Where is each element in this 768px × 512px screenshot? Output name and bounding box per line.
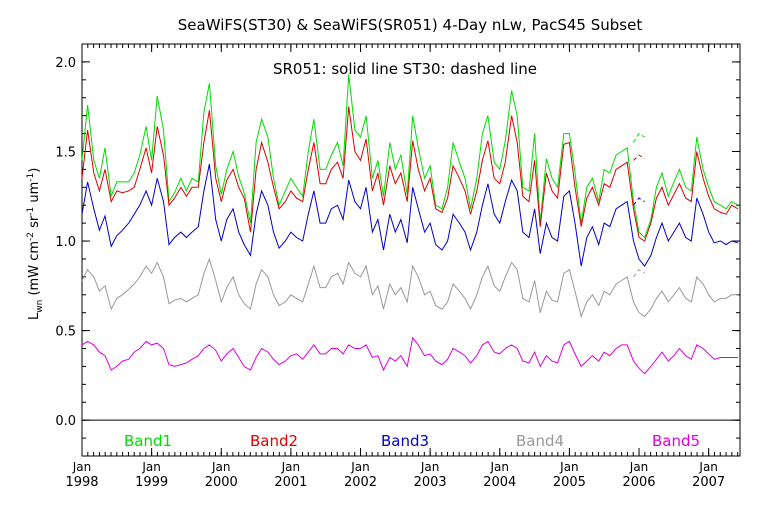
x-tick-month: Jan xyxy=(559,460,579,474)
x-tick-month: Jan xyxy=(490,460,510,474)
x-tick-month: Jan xyxy=(420,460,440,474)
x-tick-year: 2004 xyxy=(483,475,516,490)
chart-title: SeaWiFS(ST30) & SeaWiFS(SR051) 4-Day nLw… xyxy=(178,16,643,34)
x-tick-month: Jan xyxy=(211,460,231,474)
y-axis-label: Lwn (mW cm-2 sr-1 um-1) xyxy=(26,168,45,320)
series-line-band2 xyxy=(81,106,739,242)
legend-label-band1: Band1 xyxy=(124,432,172,450)
x-tick-year: 2001 xyxy=(274,475,307,490)
y-tick-label: 1.5 xyxy=(55,145,76,160)
y-tick-label: 0.5 xyxy=(55,325,76,340)
dashed-line-band3 xyxy=(633,197,645,206)
legend-label-band5: Band5 xyxy=(652,432,700,450)
dashed-line-band4 xyxy=(633,269,645,278)
dashed-series-lines xyxy=(633,132,645,278)
y-axis-ticks: 0.0 0.5 1.0 1.5 2.0 xyxy=(55,56,740,439)
dashed-line-band2 xyxy=(633,154,645,161)
x-tick-year: 1998 xyxy=(65,475,98,490)
x-tick-month: Jan xyxy=(141,460,161,474)
series-line-band4 xyxy=(81,257,738,318)
x-tick-month: Jan xyxy=(72,460,92,474)
x-tick-month: Jan xyxy=(281,460,301,474)
legend-label-band3: Band3 xyxy=(381,432,429,450)
x-tick-year: 2000 xyxy=(205,475,238,490)
legend-label-band4: Band4 xyxy=(516,432,564,450)
x-tick-year: 2006 xyxy=(622,475,655,490)
legend-label-band2: Band2 xyxy=(250,432,298,450)
x-tick-month: Jan xyxy=(629,460,649,474)
x-axis-ticks: Jan1998Jan1999Jan2000Jan2001Jan2002Jan20… xyxy=(65,44,739,490)
dashed-line-band1 xyxy=(633,132,645,143)
x-tick-month: Jan xyxy=(350,460,370,474)
y-tick-label: 2.0 xyxy=(55,56,76,71)
y-tick-label: 0.0 xyxy=(55,414,76,429)
x-tick-year: 1999 xyxy=(135,475,168,490)
y-tick-label: 1.0 xyxy=(55,235,76,250)
chart-annotation: SR051: solid line ST30: dashed line xyxy=(273,60,537,78)
plot-frame xyxy=(81,43,741,457)
x-tick-year: 2007 xyxy=(692,475,725,490)
x-tick-year: 2003 xyxy=(414,475,447,490)
series-line-band3 xyxy=(81,163,739,267)
x-tick-year: 2002 xyxy=(344,475,377,490)
series-lines xyxy=(81,74,739,375)
series-line-band5 xyxy=(81,336,738,375)
x-tick-year: 2005 xyxy=(553,475,586,490)
legend: Band1 Band2 Band3 Band4 Band5 xyxy=(124,432,700,450)
series-line-band1 xyxy=(81,74,739,239)
x-tick-month: Jan xyxy=(698,460,718,474)
